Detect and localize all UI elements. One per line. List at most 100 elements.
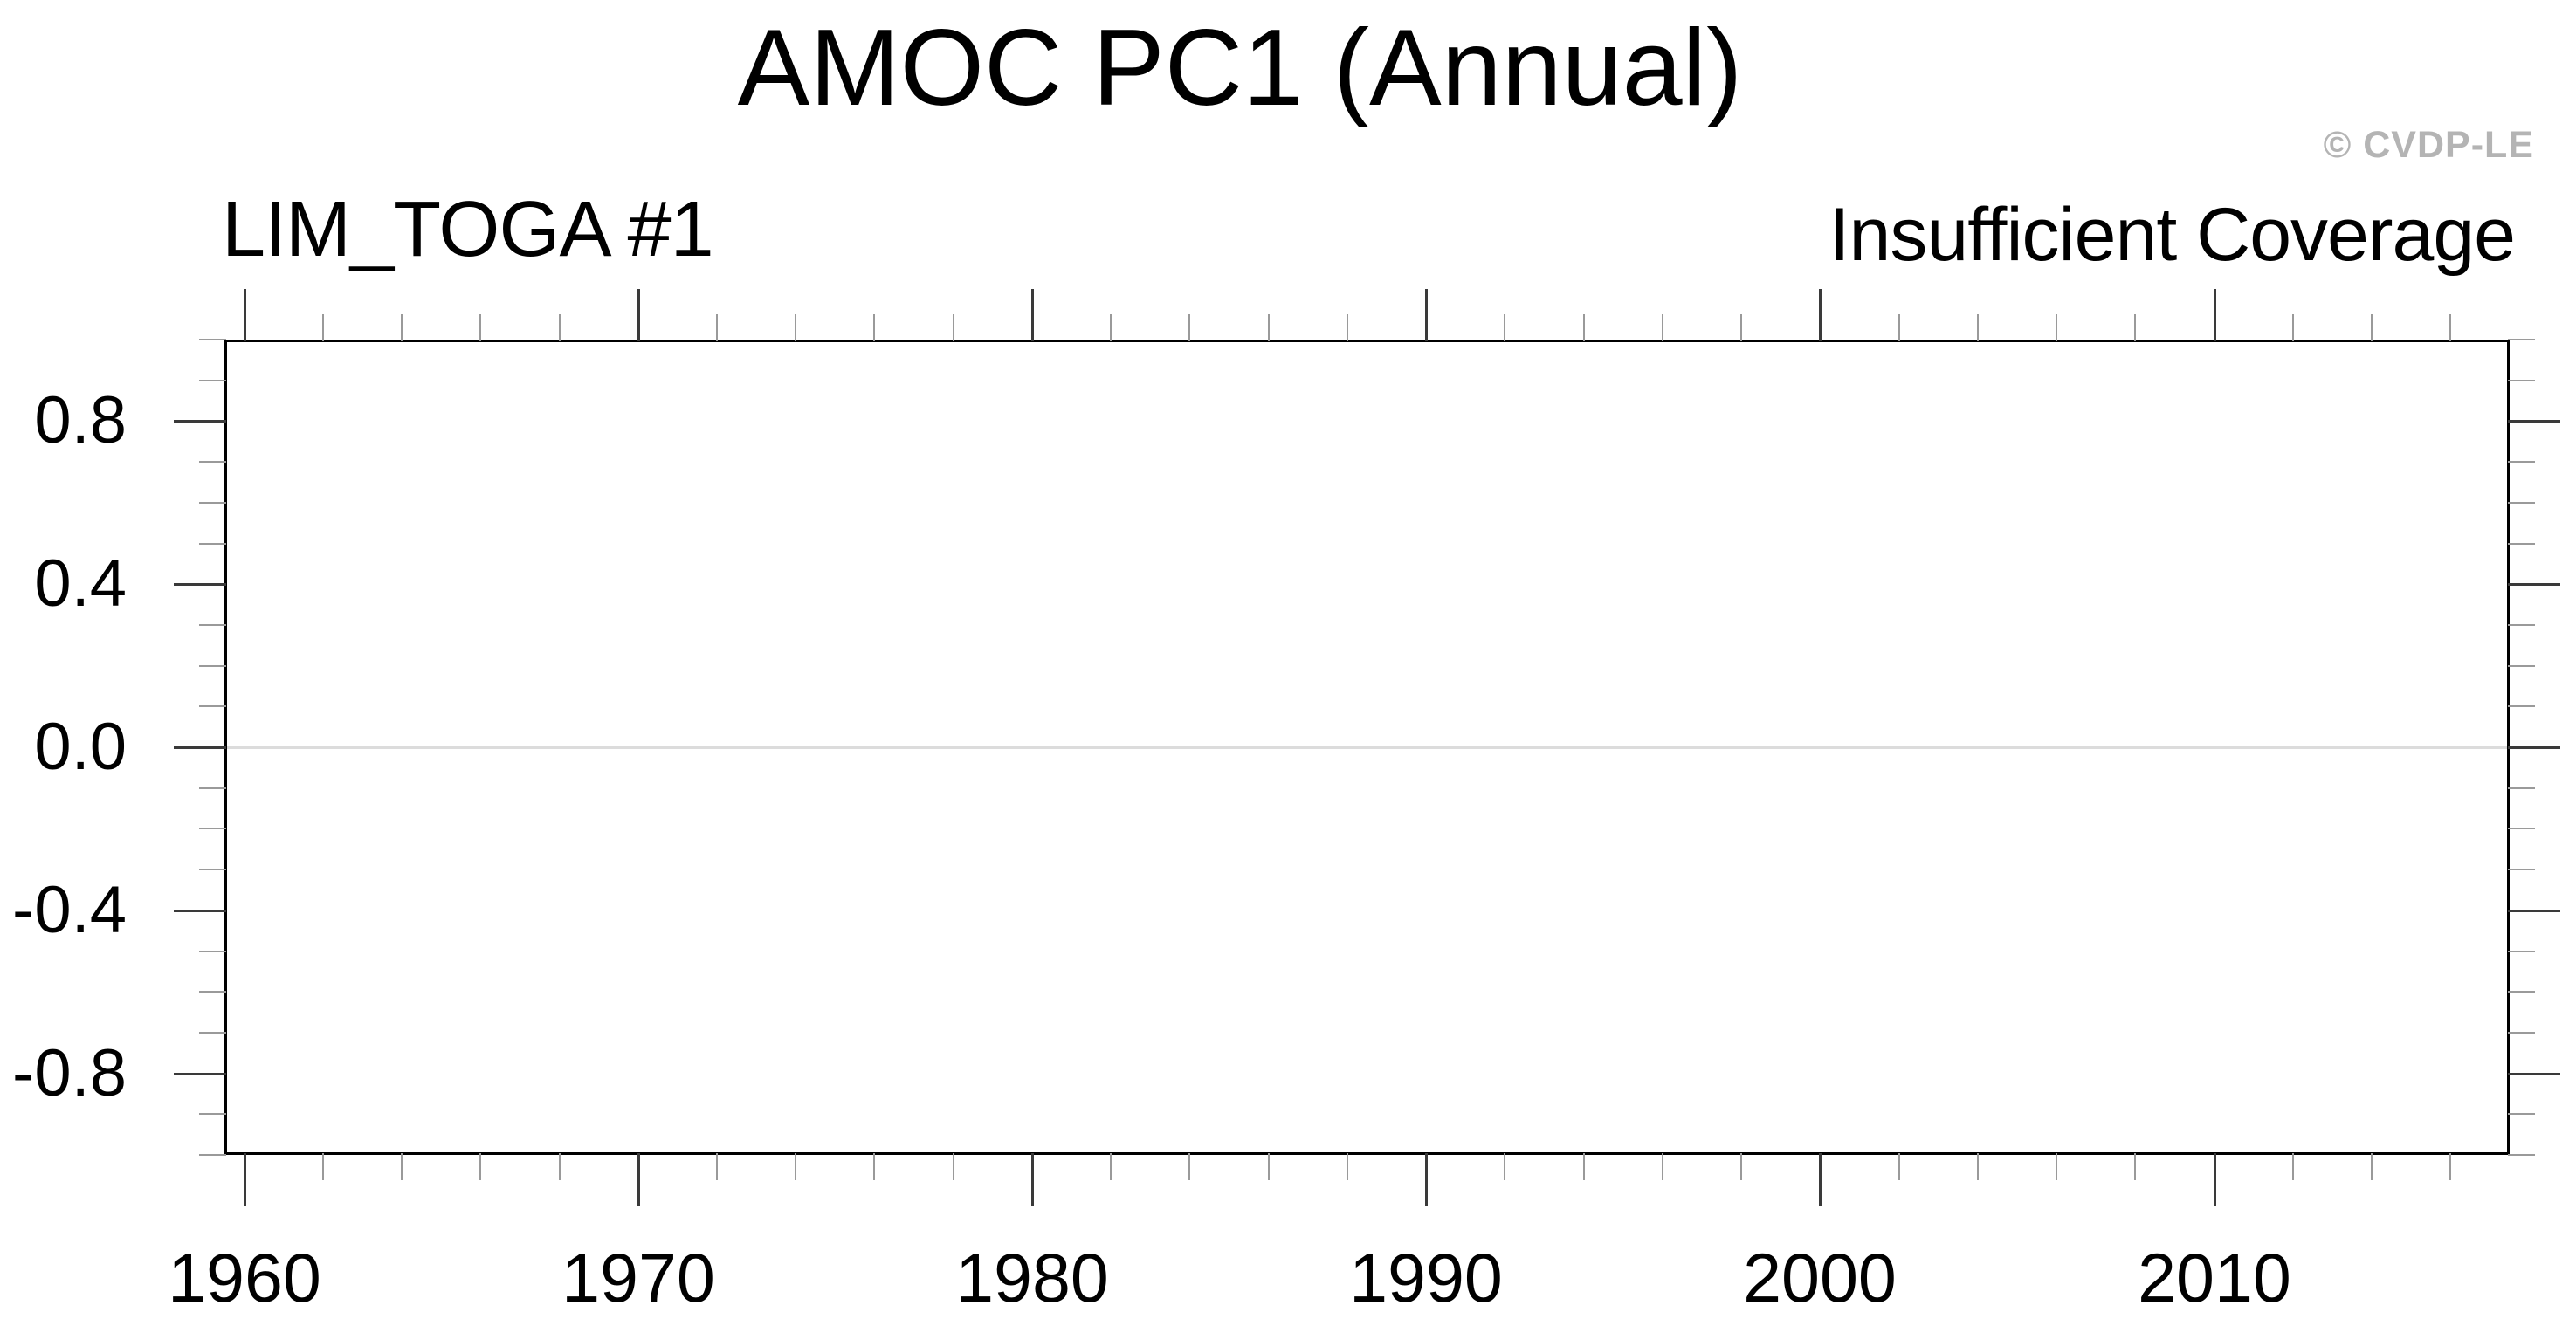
x-minor-tick xyxy=(1740,314,1742,341)
x-major-tick xyxy=(2213,289,2216,341)
zero-reference-line xyxy=(227,746,2507,749)
x-minor-tick xyxy=(2371,314,2373,341)
y-major-tick xyxy=(2508,746,2560,749)
x-tick-label: 2000 xyxy=(1743,1239,1897,1316)
x-minor-tick xyxy=(1662,314,1663,341)
x-minor-tick xyxy=(1583,1153,1585,1180)
y-minor-tick xyxy=(199,339,226,340)
x-minor-tick xyxy=(401,1153,403,1180)
y-tick-label: -0.8 xyxy=(12,1036,127,1110)
x-major-tick xyxy=(1424,1153,1428,1206)
y-minor-tick xyxy=(2508,787,2535,789)
y-minor-tick xyxy=(199,951,226,952)
y-major-tick xyxy=(2508,909,2560,912)
y-tick-label: 0.4 xyxy=(34,546,127,621)
y-major-tick xyxy=(2508,419,2560,423)
coverage-annotation: Insufficient Coverage xyxy=(1829,193,2516,277)
y-minor-tick xyxy=(199,665,226,667)
x-minor-tick xyxy=(1188,314,1190,341)
x-minor-tick xyxy=(953,1153,954,1180)
x-major-tick xyxy=(1818,1153,1822,1206)
y-major-tick xyxy=(2508,582,2560,586)
y-major-tick xyxy=(174,1072,226,1075)
x-minor-tick xyxy=(479,1153,481,1180)
x-minor-tick xyxy=(1740,1153,1742,1180)
x-major-tick xyxy=(1030,289,1034,341)
x-minor-tick xyxy=(1268,314,1270,341)
y-minor-tick xyxy=(2508,624,2535,626)
x-minor-tick xyxy=(1188,1153,1190,1180)
y-minor-tick xyxy=(199,461,226,463)
x-minor-tick xyxy=(1977,1153,1979,1180)
y-minor-tick xyxy=(199,502,226,504)
y-minor-tick xyxy=(199,1032,226,1034)
y-minor-tick xyxy=(2508,502,2535,504)
y-tick-label: 0.8 xyxy=(34,383,127,457)
x-minor-tick xyxy=(2056,314,2057,341)
x-minor-tick xyxy=(1977,314,1979,341)
x-minor-tick xyxy=(1347,1153,1348,1180)
y-minor-tick xyxy=(199,787,226,789)
x-minor-tick xyxy=(873,314,875,341)
y-minor-tick xyxy=(2508,380,2535,381)
y-minor-tick xyxy=(2508,1113,2535,1115)
x-minor-tick xyxy=(1110,1153,1112,1180)
x-major-tick xyxy=(243,1153,246,1206)
x-minor-tick xyxy=(2371,1153,2373,1180)
watermark-label: © CVDP-LE xyxy=(2323,124,2534,166)
x-minor-tick xyxy=(559,1153,561,1180)
y-major-tick xyxy=(174,582,226,586)
x-major-tick xyxy=(1818,289,1822,341)
x-minor-tick xyxy=(2449,314,2451,341)
x-major-tick xyxy=(637,1153,640,1206)
y-major-tick xyxy=(174,746,226,749)
x-minor-tick xyxy=(716,314,718,341)
x-tick-label: 1980 xyxy=(955,1239,1109,1316)
y-minor-tick xyxy=(2508,1032,2535,1034)
y-minor-tick xyxy=(199,991,226,993)
x-minor-tick xyxy=(2134,1153,2136,1180)
y-minor-tick xyxy=(199,380,226,381)
y-minor-tick xyxy=(2508,705,2535,707)
x-major-tick xyxy=(1030,1153,1034,1206)
x-minor-tick xyxy=(559,314,561,341)
x-minor-tick xyxy=(322,1153,324,1180)
x-major-tick xyxy=(637,289,640,341)
x-minor-tick xyxy=(401,314,403,341)
x-minor-tick xyxy=(716,1153,718,1180)
y-minor-tick xyxy=(2508,339,2535,340)
x-minor-tick xyxy=(479,314,481,341)
x-minor-tick xyxy=(795,314,796,341)
panel-label: LIM_TOGA #1 xyxy=(222,186,714,273)
x-minor-tick xyxy=(1662,1153,1663,1180)
y-minor-tick xyxy=(199,705,226,707)
y-major-tick xyxy=(174,419,226,423)
x-minor-tick xyxy=(1347,314,1348,341)
x-minor-tick xyxy=(1504,314,1505,341)
x-tick-label: 1970 xyxy=(561,1239,715,1316)
y-minor-tick xyxy=(2508,1154,2535,1156)
y-minor-tick xyxy=(2508,828,2535,829)
y-minor-tick xyxy=(2508,991,2535,993)
x-tick-label: 2010 xyxy=(2138,1239,2291,1316)
y-minor-tick xyxy=(2508,543,2535,545)
x-tick-label: 1990 xyxy=(1349,1239,1503,1316)
x-tick-label: 1960 xyxy=(168,1239,321,1316)
y-tick-label: -0.4 xyxy=(12,873,127,947)
x-minor-tick xyxy=(2292,314,2294,341)
x-minor-tick xyxy=(795,1153,796,1180)
y-major-tick xyxy=(2508,1072,2560,1075)
x-minor-tick xyxy=(2449,1153,2451,1180)
y-minor-tick xyxy=(2508,951,2535,952)
x-major-tick xyxy=(2213,1153,2216,1206)
x-minor-tick xyxy=(953,314,954,341)
y-minor-tick xyxy=(199,1113,226,1115)
y-tick-label: 0.0 xyxy=(34,710,127,784)
y-minor-tick xyxy=(199,1154,226,1156)
x-minor-tick xyxy=(1898,1153,1900,1180)
x-minor-tick xyxy=(873,1153,875,1180)
x-minor-tick xyxy=(2292,1153,2294,1180)
y-minor-tick xyxy=(2508,665,2535,667)
x-major-tick xyxy=(1424,289,1428,341)
